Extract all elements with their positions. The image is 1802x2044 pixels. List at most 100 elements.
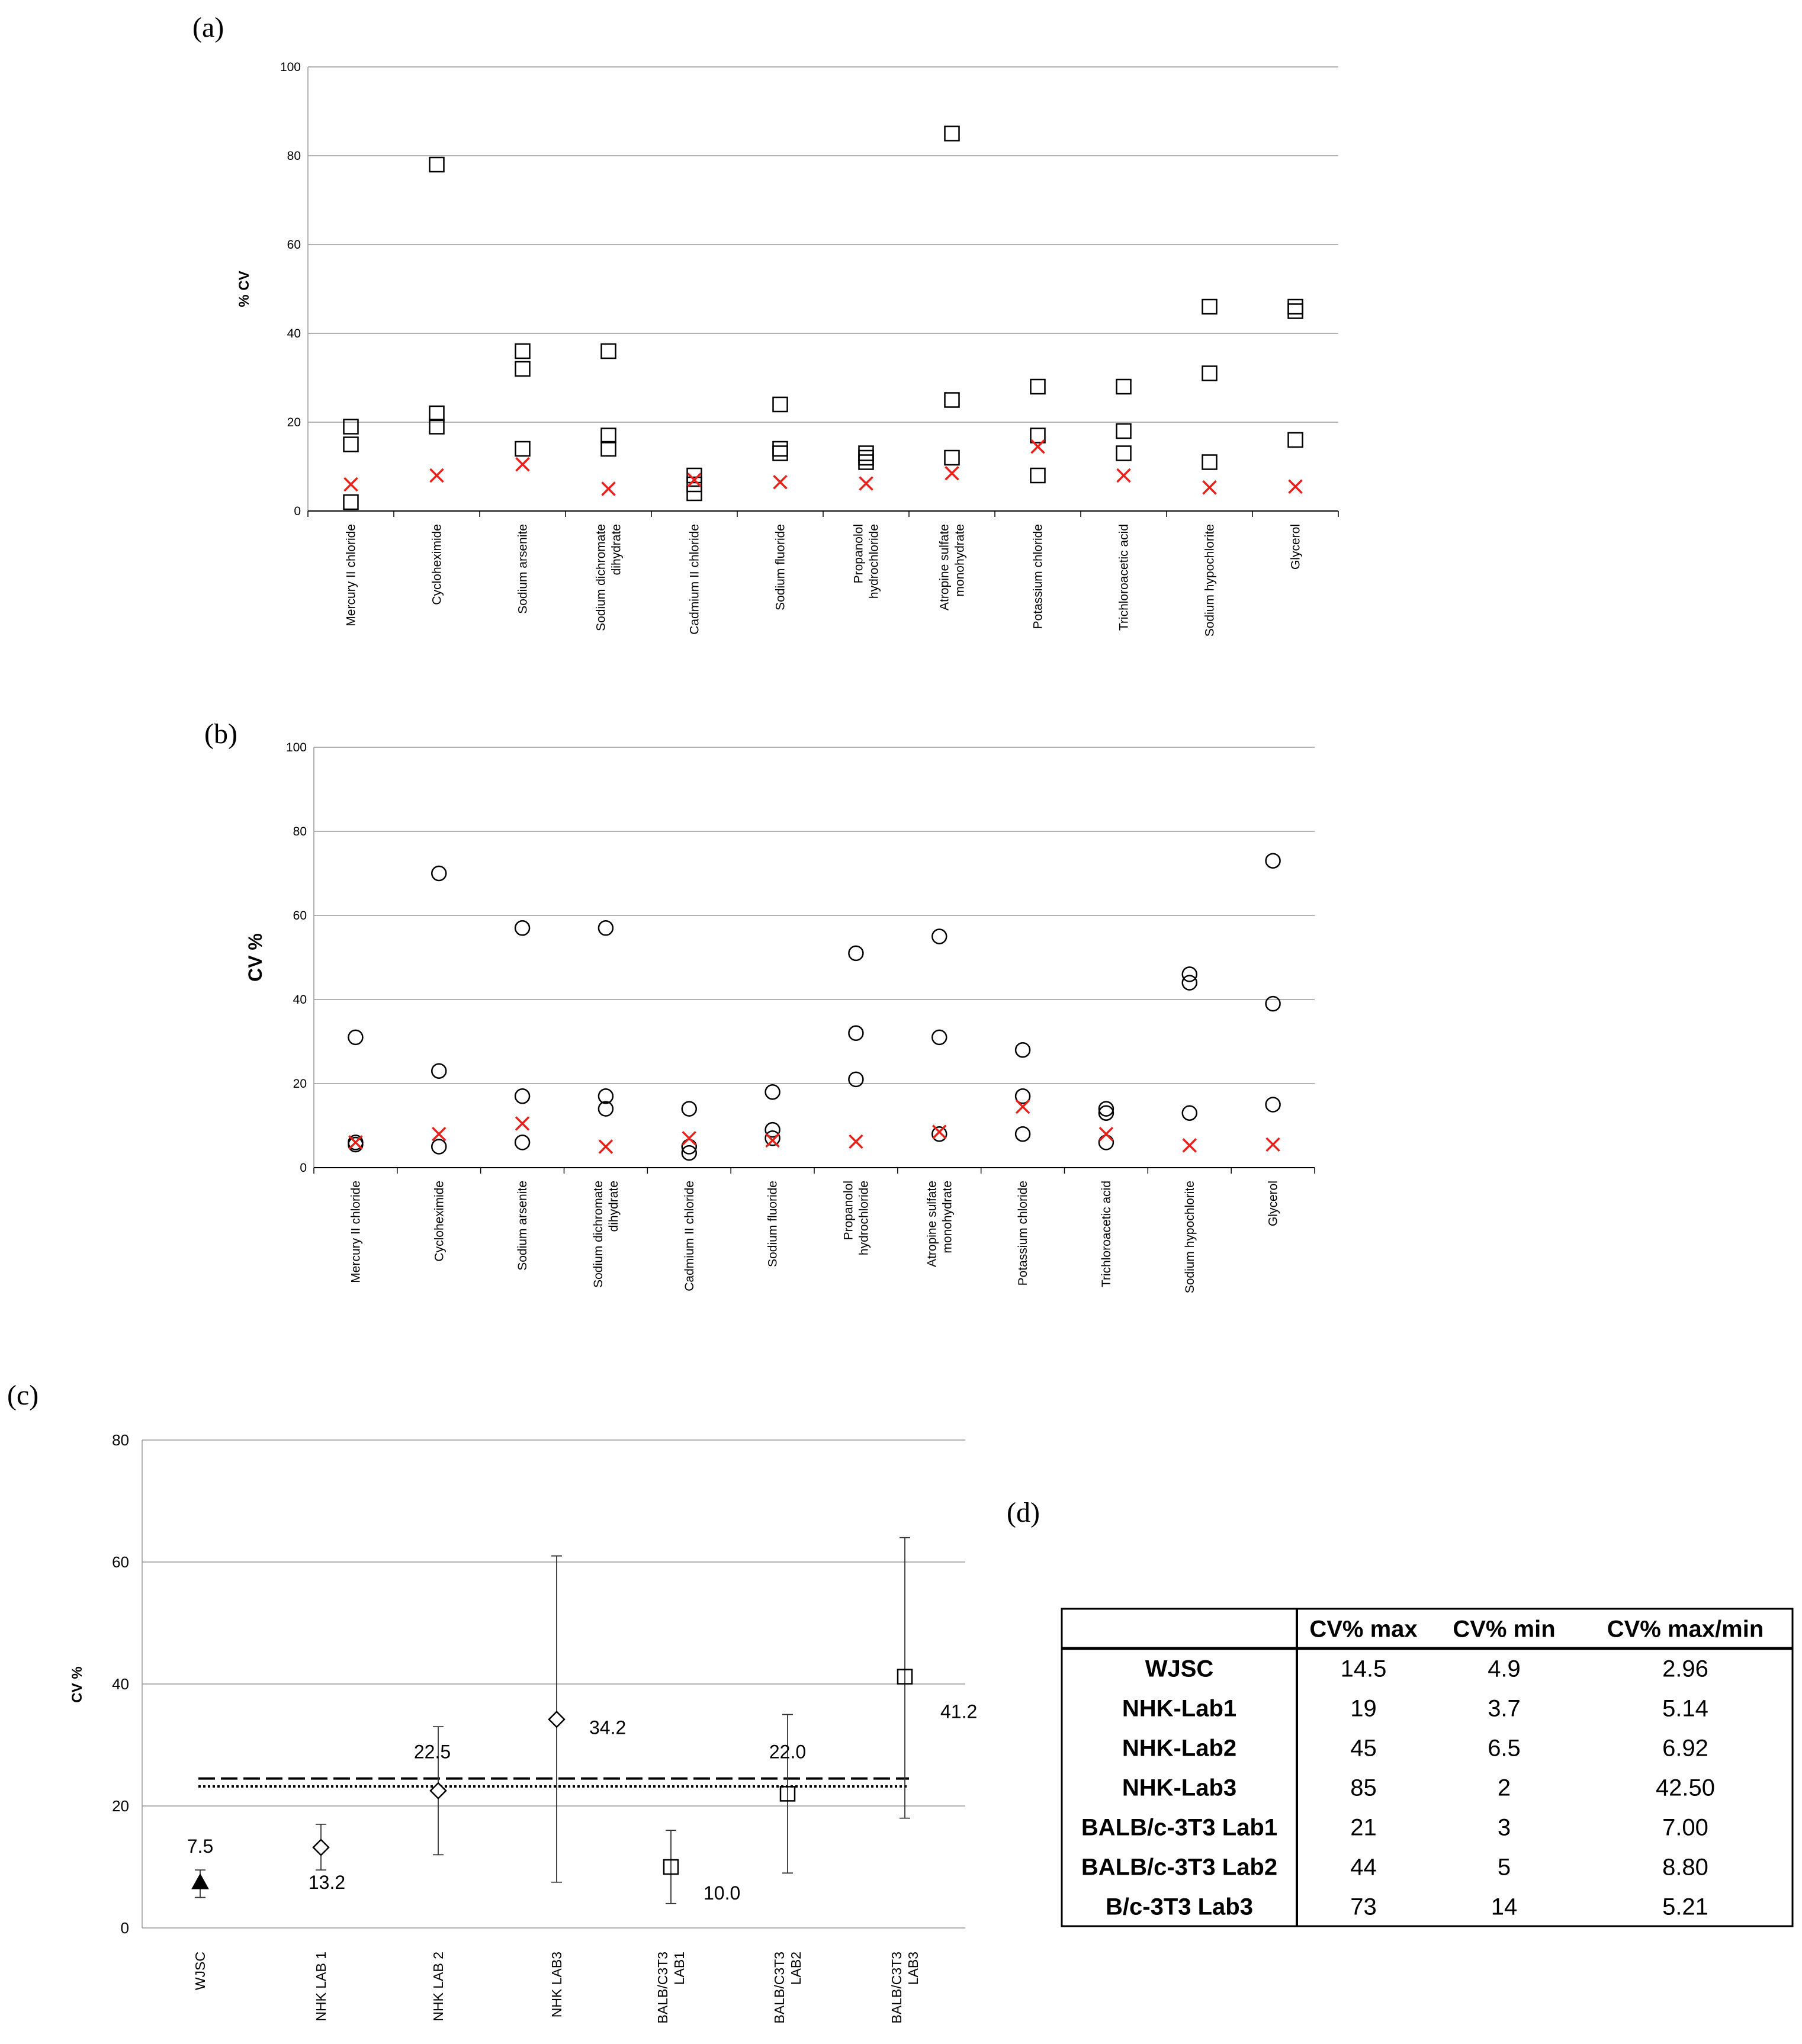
category-label-line: BALB/C3T3 [772,1952,787,2023]
category-label: Sodium fluoride [766,1181,780,1267]
x-marker [773,475,788,490]
circle-marker [431,1139,447,1155]
circle-marker [1265,1097,1281,1113]
circle-marker [765,1084,780,1100]
table-row-header: NHK-Lab1 [1122,1696,1236,1722]
category-label-line: NHK LAB3 [549,1952,564,2017]
category-label: Trichloroacetic acid [1100,1181,1113,1287]
y-tick-label: 60 [287,238,301,252]
table-cell: 19 [1350,1696,1377,1722]
x-marker [945,466,959,481]
circle-marker [431,865,447,882]
category-label-line: Sodium arsenite [516,524,530,614]
x-marker [859,476,873,491]
table-row-header: BALB/c-3T3 Lab2 [1081,1855,1277,1881]
category-label-line: LAB1 [672,1952,687,1985]
x-marker [1202,480,1217,495]
x-marker [1288,479,1303,494]
category-label-line: BALB/C3T3 [889,1952,904,2023]
circle-marker [598,1101,614,1117]
table-cell: 5.21 [1662,1894,1708,1920]
square-marker [944,449,960,466]
circle-marker [1181,966,1197,982]
category-label-line: Glycerol [1267,1181,1280,1226]
x-marker [348,1135,363,1150]
category-label-line: hydrochloride [868,524,881,599]
circle-marker [765,1121,780,1138]
circle-marker [1098,1135,1114,1150]
category-label: Sodium fluoride [774,524,788,610]
circle-marker [348,1136,364,1153]
table-row-header: NHK-Lab2 [1122,1736,1236,1762]
y-tick-label: 40 [293,993,307,1007]
category-label-line: Glycerol [1289,524,1303,570]
data-label: 34.2 [589,1717,626,1738]
square-marker [772,396,788,413]
category-label-line: Cycloheximide [431,524,444,605]
square-marker [515,361,531,377]
table-cell: 3.7 [1488,1696,1521,1722]
square-marker [858,454,874,470]
x-marker [682,1131,696,1146]
category-label-line: dihydrate [610,524,624,575]
square-marker [858,449,874,466]
table-cell: 2.96 [1662,1656,1708,1682]
table-row-header: B/c-3T3 Lab3 [1106,1894,1253,1920]
x-marker [1015,1099,1030,1114]
category-label-line: BALB/C3T3 [655,1952,670,2023]
table-cell: 85 [1350,1775,1377,1801]
table-cell: 3 [1498,1815,1511,1841]
diamond-marker [312,1839,330,1856]
circle-marker [1181,1105,1197,1121]
category-label-line: monohydrate [940,1181,954,1254]
category-label-line: Mercury II chloride [345,524,358,626]
square-marker [343,436,359,452]
category-label: Potassium chloride [1016,1181,1030,1285]
category-label: WJSC [192,1952,208,1990]
square-marker [772,441,788,457]
category-label-line: Sodium dichromate [595,524,608,631]
y-tick-label: 0 [121,1919,129,1937]
table-cell: 4.9 [1488,1656,1521,1682]
category-label-line: WJSC [192,1952,208,1990]
data-label: 13.2 [309,1872,345,1893]
square-marker [1287,298,1303,315]
category-label-line: Sodium dichromate [592,1181,605,1288]
category-label: Mercury II chloride [349,1181,362,1283]
y-axis-label: % CV [236,271,252,307]
category-label: Trichloroacetic acid [1117,524,1131,631]
category-label-line: Sodium arsenite [516,1181,529,1271]
category-label-line: LAB3 [905,1952,921,1985]
square-marker [1202,454,1218,470]
circle-marker [931,928,947,944]
category-label-line: Cadmium II chloride [683,1181,696,1291]
category-label: Cycloheximide [431,524,444,605]
table-cell: 42.50 [1656,1775,1715,1801]
diamond-marker [429,1782,447,1800]
y-tick-label: 80 [112,1431,129,1449]
circle-marker [1098,1105,1114,1121]
square-marker [600,441,616,457]
square-marker [515,441,531,457]
category-label: Sodium dichromate dihydrate [592,1181,621,1288]
y-tick-label: 60 [112,1553,129,1571]
table-header-cell: CV% min [1453,1616,1555,1643]
square-marker [686,467,702,484]
table-cell: 8.80 [1662,1855,1708,1881]
x-marker [1116,468,1131,483]
y-tick-label: 100 [280,60,301,74]
circle-marker [348,1029,364,1046]
square-marker [1202,298,1218,315]
y-tick-label: 80 [293,825,307,838]
circle-marker [681,1145,697,1161]
circle-marker [848,945,864,962]
x-marker [1182,1138,1197,1153]
y-tick-label: 20 [112,1797,129,1815]
category-label: Cadmium II chloride [688,524,702,635]
square-marker [429,156,445,173]
table-cell: 6.5 [1488,1736,1521,1762]
y-tick-label: 80 [287,149,301,163]
category-label-line: Propanolol [852,524,866,583]
square-marker [429,419,445,435]
category-label-line: Cadmium II chloride [688,524,702,635]
